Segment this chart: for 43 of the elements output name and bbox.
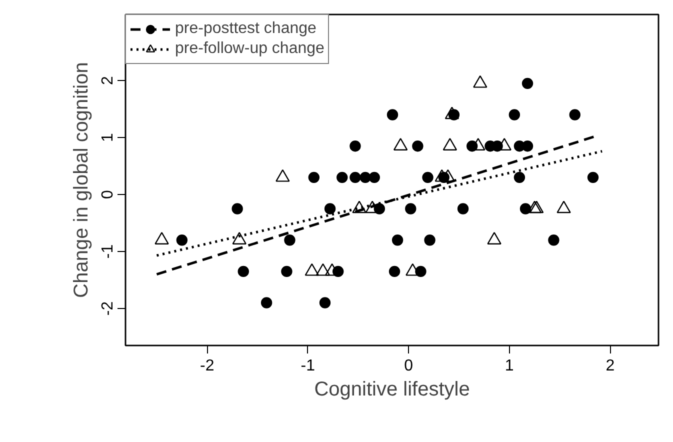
- point: [520, 203, 532, 214]
- point: [392, 234, 404, 246]
- point: [232, 203, 243, 214]
- y-tick-label: 1: [100, 133, 116, 142]
- y-tick-label: 0: [100, 190, 116, 199]
- point: [388, 266, 400, 278]
- point: [368, 172, 380, 184]
- legend-label: pre-follow-up change: [175, 40, 324, 58]
- point: [350, 140, 361, 152]
- point: [424, 234, 436, 246]
- legend-label: pre-posttest change: [175, 20, 316, 38]
- y-tick-label: 2: [100, 76, 116, 86]
- point: [587, 172, 599, 184]
- point: [319, 297, 331, 308]
- point: [412, 140, 424, 152]
- point: [324, 203, 336, 214]
- point: [238, 266, 249, 278]
- point: [350, 172, 361, 184]
- point: [405, 203, 416, 214]
- point: [548, 234, 560, 246]
- point: [514, 172, 526, 184]
- x-tick-label: 2: [606, 358, 615, 374]
- point: [457, 203, 469, 214]
- point: [508, 109, 520, 120]
- point: [284, 234, 296, 246]
- y-tick-label: -2: [100, 301, 116, 316]
- y-axis-title: Change in global cognition: [70, 62, 92, 298]
- point: [569, 109, 580, 120]
- x-axis-title: Cognitive lifestyle: [314, 378, 470, 400]
- x-tick-label: 0: [404, 358, 414, 374]
- x-tick-label: -1: [300, 358, 316, 374]
- point: [386, 109, 398, 120]
- x-tick-label: -2: [200, 358, 214, 374]
- x-tick-label: 1: [504, 358, 514, 374]
- point: [522, 78, 534, 90]
- point: [422, 172, 434, 184]
- y-tick-label: -1: [100, 244, 116, 259]
- point: [281, 266, 292, 278]
- point: [260, 297, 272, 308]
- point: [176, 234, 188, 246]
- point: [360, 172, 371, 184]
- point: [336, 172, 348, 184]
- point: [308, 172, 320, 184]
